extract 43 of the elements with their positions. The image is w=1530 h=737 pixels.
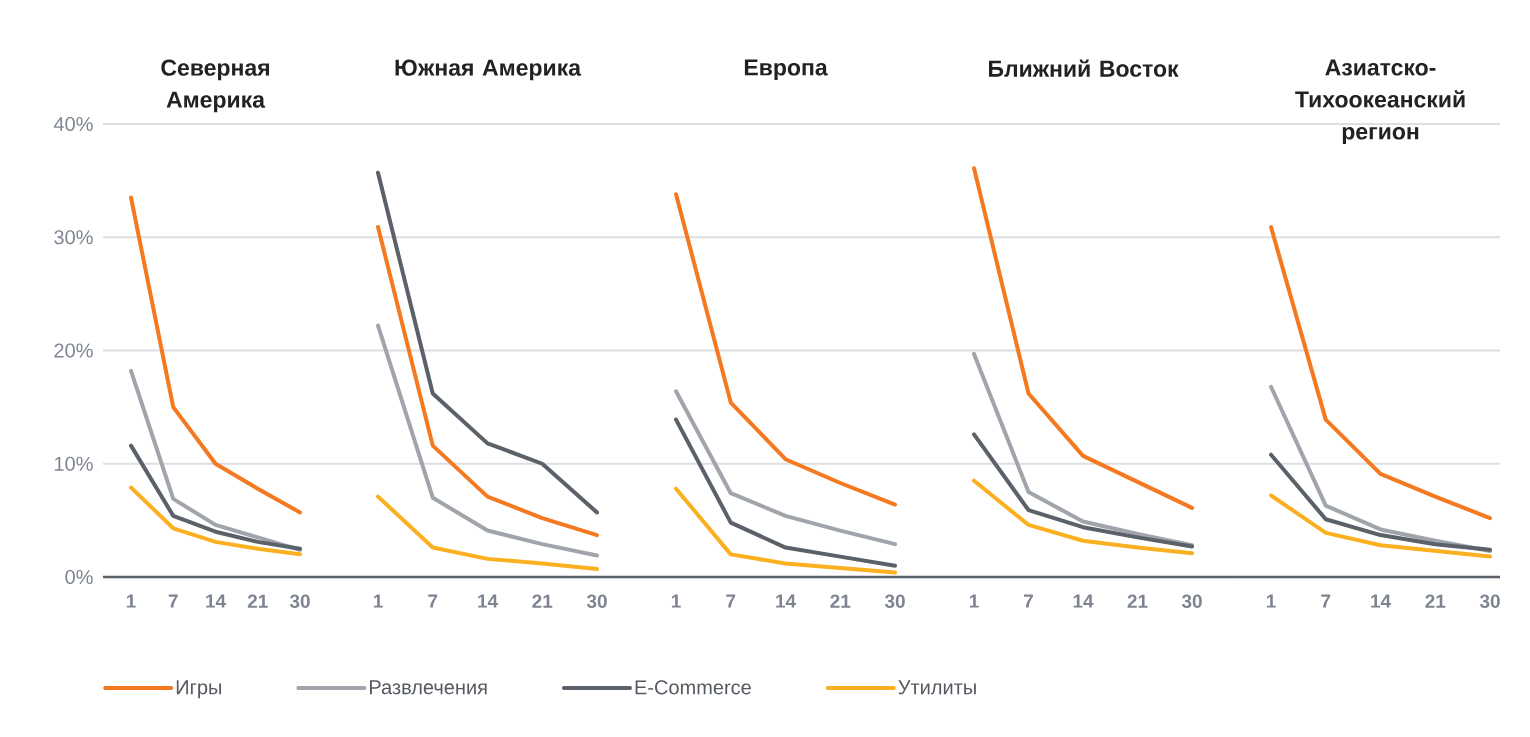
x-tick-label: 21 (247, 594, 268, 608)
x-tick-label: 14 (206, 594, 226, 608)
chart-title: Европа (744, 59, 828, 81)
x-tick-label: 21 (532, 594, 553, 608)
x-tick-label: 1 (126, 594, 136, 608)
x-tick-label: 21 (830, 594, 851, 608)
x-tick-label: 1 (671, 594, 681, 608)
x-tick-label: 1 (969, 594, 979, 608)
x-tick-label: 14 (478, 594, 498, 608)
y-tick-label: 0% (65, 569, 93, 585)
legend-label: E-Commerce (635, 680, 751, 695)
line-series (129, 443, 303, 551)
x-tick-label: 30 (884, 594, 905, 609)
x-tick-label: 7 (1321, 594, 1331, 608)
chart-title: Ближний Восток (989, 59, 1179, 77)
y-tick-label: 20% (54, 343, 93, 358)
line-series (129, 368, 303, 552)
x-tick-label: 30 (1181, 594, 1202, 609)
y-tick-label: 30% (54, 230, 93, 245)
x-tick-label: 1 (1266, 594, 1276, 608)
line-series (129, 485, 303, 557)
x-tick-label: 7 (726, 594, 736, 608)
legend-label: Утилиты (898, 680, 976, 695)
x-tick-label: 7 (168, 594, 178, 608)
x-tick-label: 7 (1024, 594, 1033, 608)
y-tick-label: 40% (53, 116, 93, 132)
legend-label: Игры (176, 680, 221, 699)
chart-title: Северная Америка (161, 59, 269, 113)
x-tick-label: 21 (1425, 594, 1446, 608)
x-tick-label: 14 (1371, 594, 1391, 608)
x-tick-label: 1 (373, 594, 383, 608)
x-tick-label: 14 (1073, 594, 1094, 608)
x-tick-label: 30 (586, 594, 607, 609)
chart-title: Азиатско-Тихоокеанский регион (1295, 59, 1465, 145)
line-series (129, 195, 303, 515)
x-tick-label: 7 (428, 594, 438, 608)
x-tick-label: 14 (776, 594, 796, 608)
x-tick-label: 30 (289, 594, 310, 609)
legend-label: Развлечения (370, 680, 487, 695)
x-tick-label: 21 (1127, 594, 1148, 608)
x-tick-label: 30 (1479, 594, 1500, 609)
y-tick-label: 10% (54, 456, 93, 471)
chart-title: Южная Америка (395, 59, 582, 81)
